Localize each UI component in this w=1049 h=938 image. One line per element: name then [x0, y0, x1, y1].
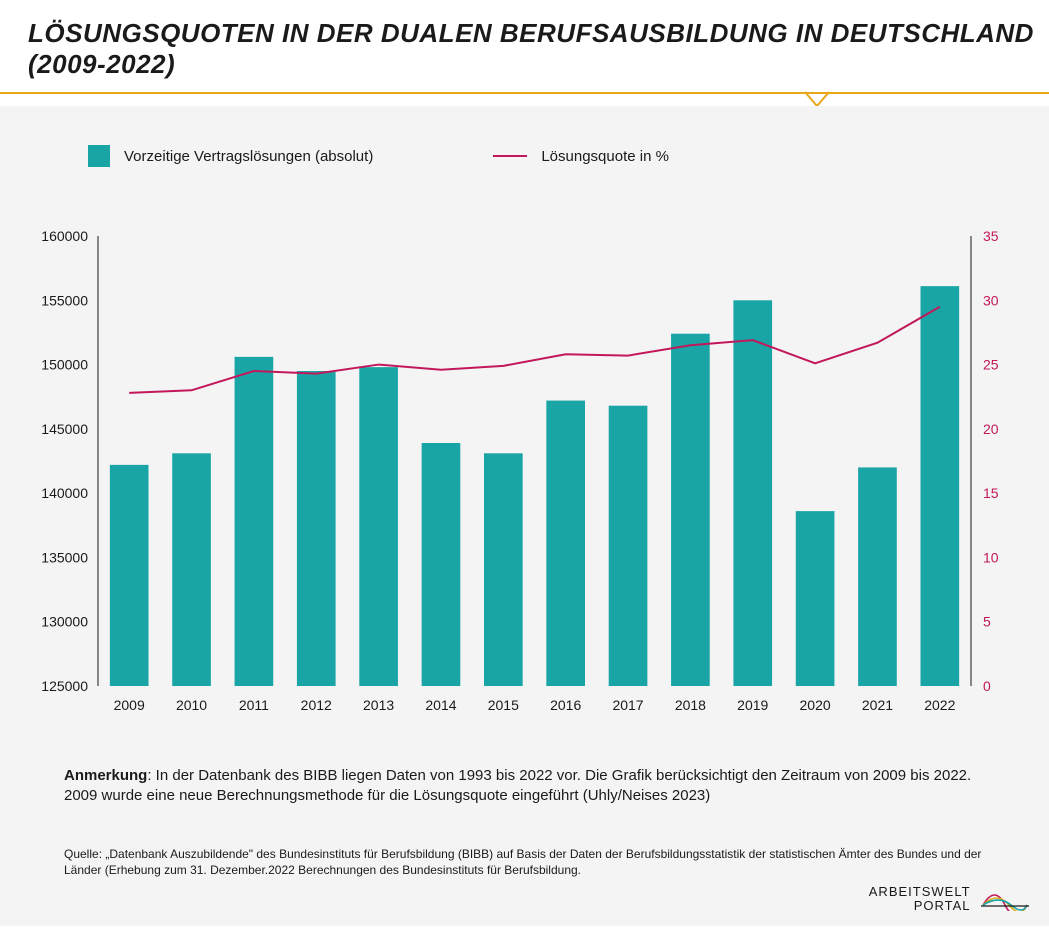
svg-text:0: 0: [983, 678, 991, 694]
brand-logo-icon: [981, 881, 1029, 916]
svg-text:35: 35: [983, 228, 999, 244]
svg-text:2018: 2018: [675, 697, 706, 713]
branding: ARBEITSWELT PORTAL: [869, 881, 1029, 916]
brand-text: ARBEITSWELT PORTAL: [869, 885, 971, 912]
brand-line2: PORTAL: [914, 898, 971, 913]
svg-text:2010: 2010: [176, 697, 207, 713]
note-label: Anmerkung: [64, 767, 147, 784]
svg-text:2019: 2019: [737, 697, 768, 713]
chart-title: LÖSUNGSQUOTEN IN DER DUALEN BERUFSAUSBIL…: [28, 18, 1034, 79]
svg-text:30: 30: [983, 292, 999, 308]
svg-text:10: 10: [983, 549, 999, 565]
legend: Vorzeitige Vertragslösungen (absolut) Lö…: [88, 142, 1009, 170]
svg-text:2011: 2011: [239, 697, 269, 713]
svg-text:2017: 2017: [612, 697, 643, 713]
svg-text:135000: 135000: [41, 549, 88, 565]
svg-text:2014: 2014: [425, 697, 456, 713]
svg-text:145000: 145000: [41, 421, 88, 437]
svg-text:25: 25: [983, 357, 999, 373]
svg-text:160000: 160000: [41, 228, 88, 244]
svg-text:155000: 155000: [41, 292, 88, 308]
svg-text:2020: 2020: [800, 697, 831, 713]
legend-bars-label: Vorzeitige Vertragslösungen (absolut): [124, 148, 373, 165]
svg-text:2016: 2016: [550, 697, 581, 713]
svg-text:2022: 2022: [924, 697, 955, 713]
chart-plot: 1250001300001350001400001450001500001550…: [28, 226, 1021, 726]
svg-text:140000: 140000: [41, 485, 88, 501]
chart-source: Quelle: „Datenbank Auszubildende" des Bu…: [64, 846, 989, 878]
legend-item-bars: Vorzeitige Vertragslösungen (absolut): [88, 145, 373, 167]
chart-area: Vorzeitige Vertragslösungen (absolut) Lö…: [0, 106, 1049, 926]
svg-text:125000: 125000: [41, 678, 88, 694]
svg-text:5: 5: [983, 614, 991, 630]
legend-color-swatch: [88, 145, 110, 167]
svg-text:2013: 2013: [363, 697, 394, 713]
svg-text:2021: 2021: [862, 697, 893, 713]
svg-text:130000: 130000: [41, 614, 88, 630]
svg-text:15: 15: [983, 485, 999, 501]
legend-line-label: Lösungsquote in %: [541, 148, 669, 165]
svg-text:20: 20: [983, 421, 999, 437]
svg-text:150000: 150000: [41, 357, 88, 373]
title-divider: [0, 92, 1049, 106]
svg-text:2012: 2012: [301, 697, 332, 713]
legend-line-swatch: [493, 155, 527, 157]
svg-text:2009: 2009: [114, 697, 145, 713]
note-text: : In der Datenbank des BIBB liegen Daten…: [64, 767, 971, 804]
legend-item-line: Lösungsquote in %: [493, 148, 669, 165]
chart-note: Anmerkung: In der Datenbank des BIBB lie…: [64, 766, 989, 807]
svg-text:2015: 2015: [488, 697, 519, 713]
